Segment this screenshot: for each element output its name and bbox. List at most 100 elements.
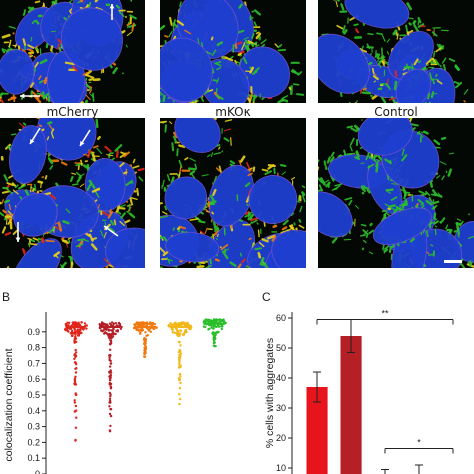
data-point (109, 339, 112, 342)
label-control: Control (374, 105, 418, 119)
data-point (184, 329, 187, 332)
mitochondria-strand (435, 175, 441, 179)
data-point (144, 347, 148, 351)
data-point (108, 378, 112, 382)
mitochondria-strand (60, 261, 67, 268)
mitochondria-strand (384, 245, 390, 250)
mitochondria-strand (417, 198, 424, 205)
data-point (111, 329, 114, 332)
mitochondria-strand (426, 28, 431, 32)
mitochondria-strand (168, 30, 173, 38)
mitochondria-strand (236, 194, 239, 202)
data-point (75, 363, 78, 366)
nucleus (105, 227, 145, 268)
mitochondria-strand (103, 231, 107, 239)
mitochondria-strand (354, 36, 362, 39)
mitochondria-strand (78, 246, 82, 249)
mitochondria-strand (282, 219, 289, 226)
data-point (149, 330, 153, 333)
mitochondria-strand (47, 157, 54, 165)
micrograph-top-middle (160, 0, 306, 103)
data-point (73, 401, 77, 404)
mitochondria-strand (373, 154, 376, 162)
mitochondria-strand (43, 79, 48, 82)
mitochondria-strand (69, 10, 72, 14)
mitochondria-strand (301, 191, 306, 196)
mitochondria-strand (361, 247, 365, 251)
mitochondria-strand (50, 45, 54, 52)
mitochondria-strand (62, 220, 70, 225)
mitochondria-strand (95, 118, 99, 129)
data-point (138, 324, 142, 327)
mitochondria-strand (104, 264, 109, 268)
mitochondria-strand (79, 7, 84, 10)
mitochondria-strand (169, 16, 173, 26)
data-point (179, 397, 182, 401)
mitochondria-strand (413, 20, 416, 27)
nucleus (160, 37, 213, 102)
mitochondria-strand (75, 163, 83, 167)
bar (340, 336, 362, 474)
data-point (144, 344, 147, 348)
cell (72, 144, 138, 223)
mitochondria-strand (335, 0, 339, 8)
nucleus (248, 175, 298, 224)
mitochondria-strand (31, 91, 40, 99)
mitochondria-strand (372, 75, 379, 81)
data-point (109, 387, 113, 390)
mitochondria-strand (290, 176, 296, 181)
y-tick-label: 0.3 (27, 422, 40, 432)
mitochondria-strand (333, 185, 341, 190)
mitochondria-strand (243, 57, 248, 65)
mitochondria-strand (409, 237, 416, 243)
mitochondria-strand (432, 250, 436, 257)
mitochondria-strand (249, 15, 252, 21)
mitochondria-strand (396, 33, 399, 40)
mitochondria-strand (248, 237, 252, 241)
mitochondria-strand (381, 47, 383, 57)
mitochondria-strand (22, 248, 26, 254)
mitochondria-strand (327, 182, 330, 188)
mitochondria-strand (212, 79, 219, 82)
mitochondria-strand (171, 142, 175, 152)
data-point (116, 324, 119, 327)
mitochondria-strand (331, 188, 338, 191)
mitochondria-strand (274, 43, 279, 48)
mitochondria-strand (162, 236, 169, 243)
mitochondria-strand (409, 122, 419, 127)
mitochondria-strand (108, 227, 115, 233)
data-point (108, 358, 111, 362)
data-point (73, 353, 76, 357)
data-point (110, 335, 114, 338)
mitochondria-strand (22, 122, 27, 126)
nucleus (164, 176, 208, 220)
mitochondria-strand (4, 215, 13, 218)
mitochondria-strand (199, 231, 203, 235)
data-point (149, 321, 152, 324)
data-point (207, 328, 210, 331)
mitochondria-strand (210, 152, 214, 158)
mitochondria-strand (401, 154, 408, 162)
mitochondria-strand (343, 29, 348, 35)
mitochondria-strand (71, 172, 77, 175)
data-point (73, 379, 77, 382)
mitochondria-strand (236, 263, 242, 268)
micrograph-svg (0, 0, 145, 103)
mitochondria-strand (427, 92, 431, 100)
mitochondria-strand (33, 94, 42, 103)
nucleus (0, 49, 35, 95)
mitochondria-strand (431, 78, 439, 80)
mitochondria-strand (448, 152, 455, 155)
mitochondria-strand (371, 67, 375, 75)
arrow-head (80, 141, 85, 146)
mitochondria-strand (54, 221, 61, 225)
mitochondria-strand (252, 166, 256, 172)
mitochondria-strand (377, 56, 380, 63)
mitochondria-strand (196, 265, 205, 268)
mitochondria-strand (8, 25, 16, 30)
y-tick-label: 0 (35, 469, 40, 474)
data-point (108, 322, 112, 325)
mitochondria-strand (436, 79, 443, 85)
mitochondria-strand (116, 204, 121, 213)
mitochondria-strand (416, 131, 421, 135)
